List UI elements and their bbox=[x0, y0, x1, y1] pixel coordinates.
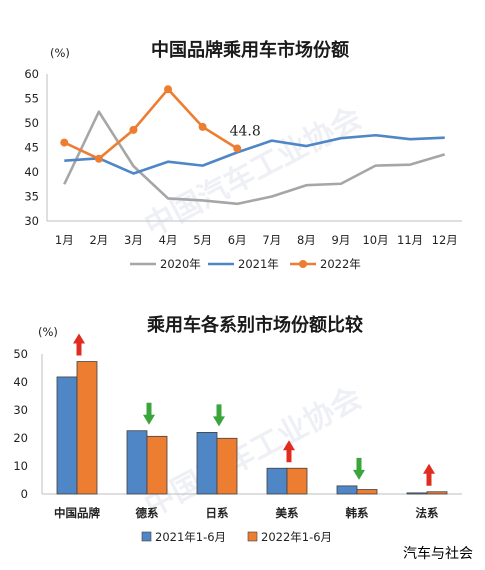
legend-label: 2021年 bbox=[238, 257, 279, 271]
bar-chart-trend-arrows bbox=[73, 333, 435, 486]
bar-2022年1-6月 bbox=[76, 361, 98, 495]
line-chart-unit-label: (%) bbox=[50, 46, 70, 60]
source-label: 汽车与社会 bbox=[403, 545, 473, 562]
bar-2022年1-6月 bbox=[216, 437, 238, 495]
bar-2021年1-6月 bbox=[56, 376, 78, 495]
line-chart-y-tick-label: 60 bbox=[24, 67, 39, 81]
trend-arrow-up-icon bbox=[283, 440, 295, 463]
legend-label: 2020年 bbox=[160, 257, 201, 271]
bar-chart-x-ticks: 中国品牌 德系 日系 美系 韩系 法系 bbox=[54, 506, 439, 520]
bar-chart-y-ticks: 0 10 20 30 40 50 bbox=[13, 347, 28, 501]
line-chart-y-tick-label: 45 bbox=[24, 141, 39, 155]
bar-chart-y-tick-label: 30 bbox=[13, 403, 28, 417]
bar-chart-legend: 2021年1-6月 2022年1-6月 bbox=[141, 530, 332, 544]
bar-2022年1-6月 bbox=[286, 467, 308, 495]
bar-2021年1-6月 bbox=[406, 492, 428, 495]
bar-2022年1-6月 bbox=[356, 489, 378, 495]
line-chart-x-ticks: 1月 2月 3月 4月 5月 6月 7月 8月 9月 10月 11月 12月 bbox=[55, 233, 458, 247]
line-point-2022年 bbox=[198, 122, 207, 131]
bar-chart-bars bbox=[56, 361, 448, 495]
bar-chart-x-tick-label: 中国品牌 bbox=[54, 506, 100, 520]
line-series-2022年 bbox=[63, 87, 238, 161]
trend-arrow-up-icon bbox=[73, 333, 85, 356]
bar-chart-x-tick-label: 德系 bbox=[135, 506, 159, 520]
bar-chart-y-tick-label: 20 bbox=[13, 431, 28, 445]
line-chart-y-tick-label: 40 bbox=[24, 165, 39, 179]
line-chart-x-tick-label: 5月 bbox=[193, 233, 212, 247]
line-chart-x-tick-label: 12月 bbox=[432, 233, 458, 247]
line-point-2022年 bbox=[233, 144, 242, 153]
bar-chart-x-tick-label: 日系 bbox=[206, 506, 229, 520]
watermark-2: 中国汽车工业协会 bbox=[139, 380, 367, 524]
line-chart-x-tick-label: 9月 bbox=[332, 233, 351, 247]
watermark: 中国汽车工业协会 bbox=[139, 100, 367, 244]
bar-2022年1-6月 bbox=[426, 491, 448, 495]
legend-marker-2022年 bbox=[299, 260, 307, 268]
line-chart-x-tick-label: 11月 bbox=[397, 233, 423, 247]
line-chart-x-tick-label: 10月 bbox=[362, 233, 388, 247]
line-chart-x-tick-label: 4月 bbox=[159, 233, 178, 247]
line-chart-x-tick-label: 8月 bbox=[297, 233, 316, 247]
bar-chart-y-tick-label: 0 bbox=[21, 487, 28, 501]
bar-chart-y-tick-label: 40 bbox=[13, 375, 28, 389]
line-chart-y-tick-label: 55 bbox=[24, 92, 39, 106]
line-point-2022年 bbox=[129, 125, 138, 134]
legend-swatch-2021年1-6月 bbox=[141, 531, 152, 542]
bar-chart-x-tick-label: 韩系 bbox=[346, 506, 369, 520]
line-chart-x-tick-label: 2月 bbox=[89, 233, 108, 247]
bar-chart-x-tick-label: 美系 bbox=[276, 506, 299, 520]
trend-arrow-up-icon bbox=[423, 463, 435, 486]
bar-chart-x-tick-label: 法系 bbox=[416, 506, 439, 520]
line-chart-y-ticks: 30 35 40 45 50 55 60 bbox=[24, 67, 39, 228]
bar-2021年1-6月 bbox=[126, 430, 148, 495]
legend-swatch-2022年1-6月 bbox=[247, 531, 258, 542]
line-chart-x-tick-label: 1月 bbox=[55, 233, 74, 247]
line-point-2022年 bbox=[94, 154, 103, 163]
bar-2022年1-6月 bbox=[146, 435, 168, 495]
bar-2021年1-6月 bbox=[266, 467, 288, 495]
line-chart-title: 中国品牌乘用车市场份额 bbox=[151, 39, 349, 61]
line-series-2021年 bbox=[64, 133, 445, 175]
line-chart-legend: 2020年 2021年 2022年 bbox=[130, 257, 361, 271]
legend-label: 2022年1-6月 bbox=[261, 530, 332, 544]
bar-chart-title: 乘用车各系别市场份额比较 bbox=[146, 314, 363, 336]
line-chart-y-tick-label: 35 bbox=[24, 190, 39, 204]
bar-chart-y-tick-label: 50 bbox=[13, 347, 28, 361]
line-point-2022年 bbox=[60, 138, 69, 147]
legend-label: 2021年1-6月 bbox=[155, 530, 226, 544]
trend-arrow-down-icon bbox=[213, 404, 225, 427]
bar-2021年1-6月 bbox=[196, 431, 218, 495]
bar-2021年1-6月 bbox=[336, 485, 358, 495]
line-chart-annotation: 44.8 bbox=[230, 123, 261, 139]
line-series-2020年 bbox=[63, 110, 446, 206]
line-chart-y-tick-label: 50 bbox=[24, 116, 39, 130]
line-chart-y-tick-label: 30 bbox=[24, 214, 39, 228]
bar-chart-unit-label: (%) bbox=[38, 325, 58, 339]
line-chart-x-tick-label: 7月 bbox=[262, 233, 281, 247]
line-chart-x-tick-label: 6月 bbox=[228, 233, 247, 247]
trend-arrow-down-icon bbox=[143, 402, 155, 425]
line-point-2022年 bbox=[164, 85, 173, 94]
trend-arrow-down-icon bbox=[353, 457, 365, 480]
legend-label: 2022年 bbox=[320, 257, 361, 271]
line-chart-series bbox=[60, 85, 446, 206]
bar-chart-y-tick-label: 10 bbox=[13, 459, 28, 473]
line-chart-x-tick-label: 3月 bbox=[124, 233, 143, 247]
